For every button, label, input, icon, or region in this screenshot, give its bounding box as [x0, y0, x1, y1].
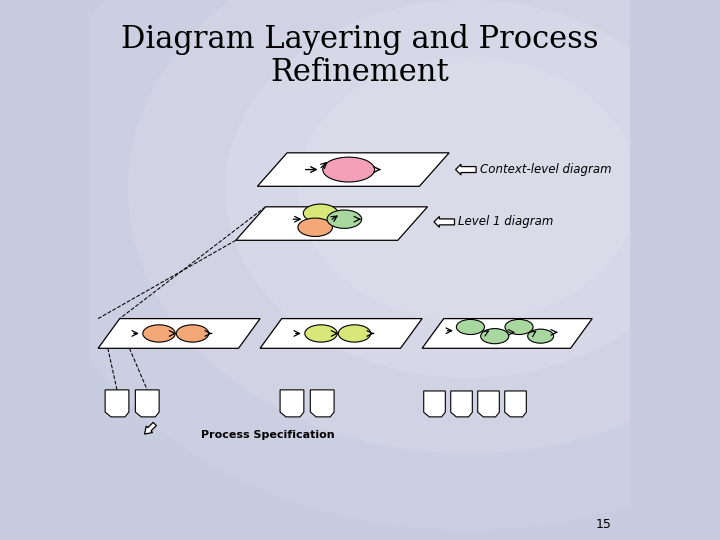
Polygon shape: [260, 319, 422, 348]
Ellipse shape: [305, 325, 337, 342]
Polygon shape: [105, 390, 129, 417]
Text: 15: 15: [595, 518, 611, 531]
Polygon shape: [434, 217, 454, 227]
Polygon shape: [423, 391, 445, 417]
Ellipse shape: [481, 328, 509, 344]
Polygon shape: [478, 391, 500, 417]
Ellipse shape: [128, 0, 720, 454]
Polygon shape: [456, 164, 476, 175]
Polygon shape: [258, 153, 449, 186]
Ellipse shape: [456, 319, 485, 334]
Text: Process Specification: Process Specification: [201, 430, 334, 440]
Ellipse shape: [143, 325, 175, 342]
Ellipse shape: [303, 204, 338, 222]
Polygon shape: [135, 390, 159, 417]
Ellipse shape: [327, 210, 361, 228]
Text: Refinement: Refinement: [271, 57, 449, 87]
Polygon shape: [236, 207, 428, 240]
Text: Context-level diagram: Context-level diagram: [480, 163, 611, 176]
Polygon shape: [145, 422, 156, 434]
Text: Diagram Layering and Process: Diagram Layering and Process: [121, 24, 599, 55]
Polygon shape: [451, 391, 472, 417]
Polygon shape: [280, 390, 304, 417]
Ellipse shape: [338, 325, 371, 342]
Ellipse shape: [176, 325, 209, 342]
Polygon shape: [310, 390, 334, 417]
Ellipse shape: [298, 57, 638, 321]
Ellipse shape: [225, 0, 711, 378]
Text: Level 1 diagram: Level 1 diagram: [459, 215, 554, 228]
Polygon shape: [505, 391, 526, 417]
Ellipse shape: [31, 0, 720, 529]
Polygon shape: [98, 319, 260, 348]
Ellipse shape: [298, 218, 333, 237]
Polygon shape: [422, 319, 593, 348]
Ellipse shape: [505, 319, 533, 334]
Ellipse shape: [528, 329, 554, 343]
Ellipse shape: [323, 157, 374, 182]
